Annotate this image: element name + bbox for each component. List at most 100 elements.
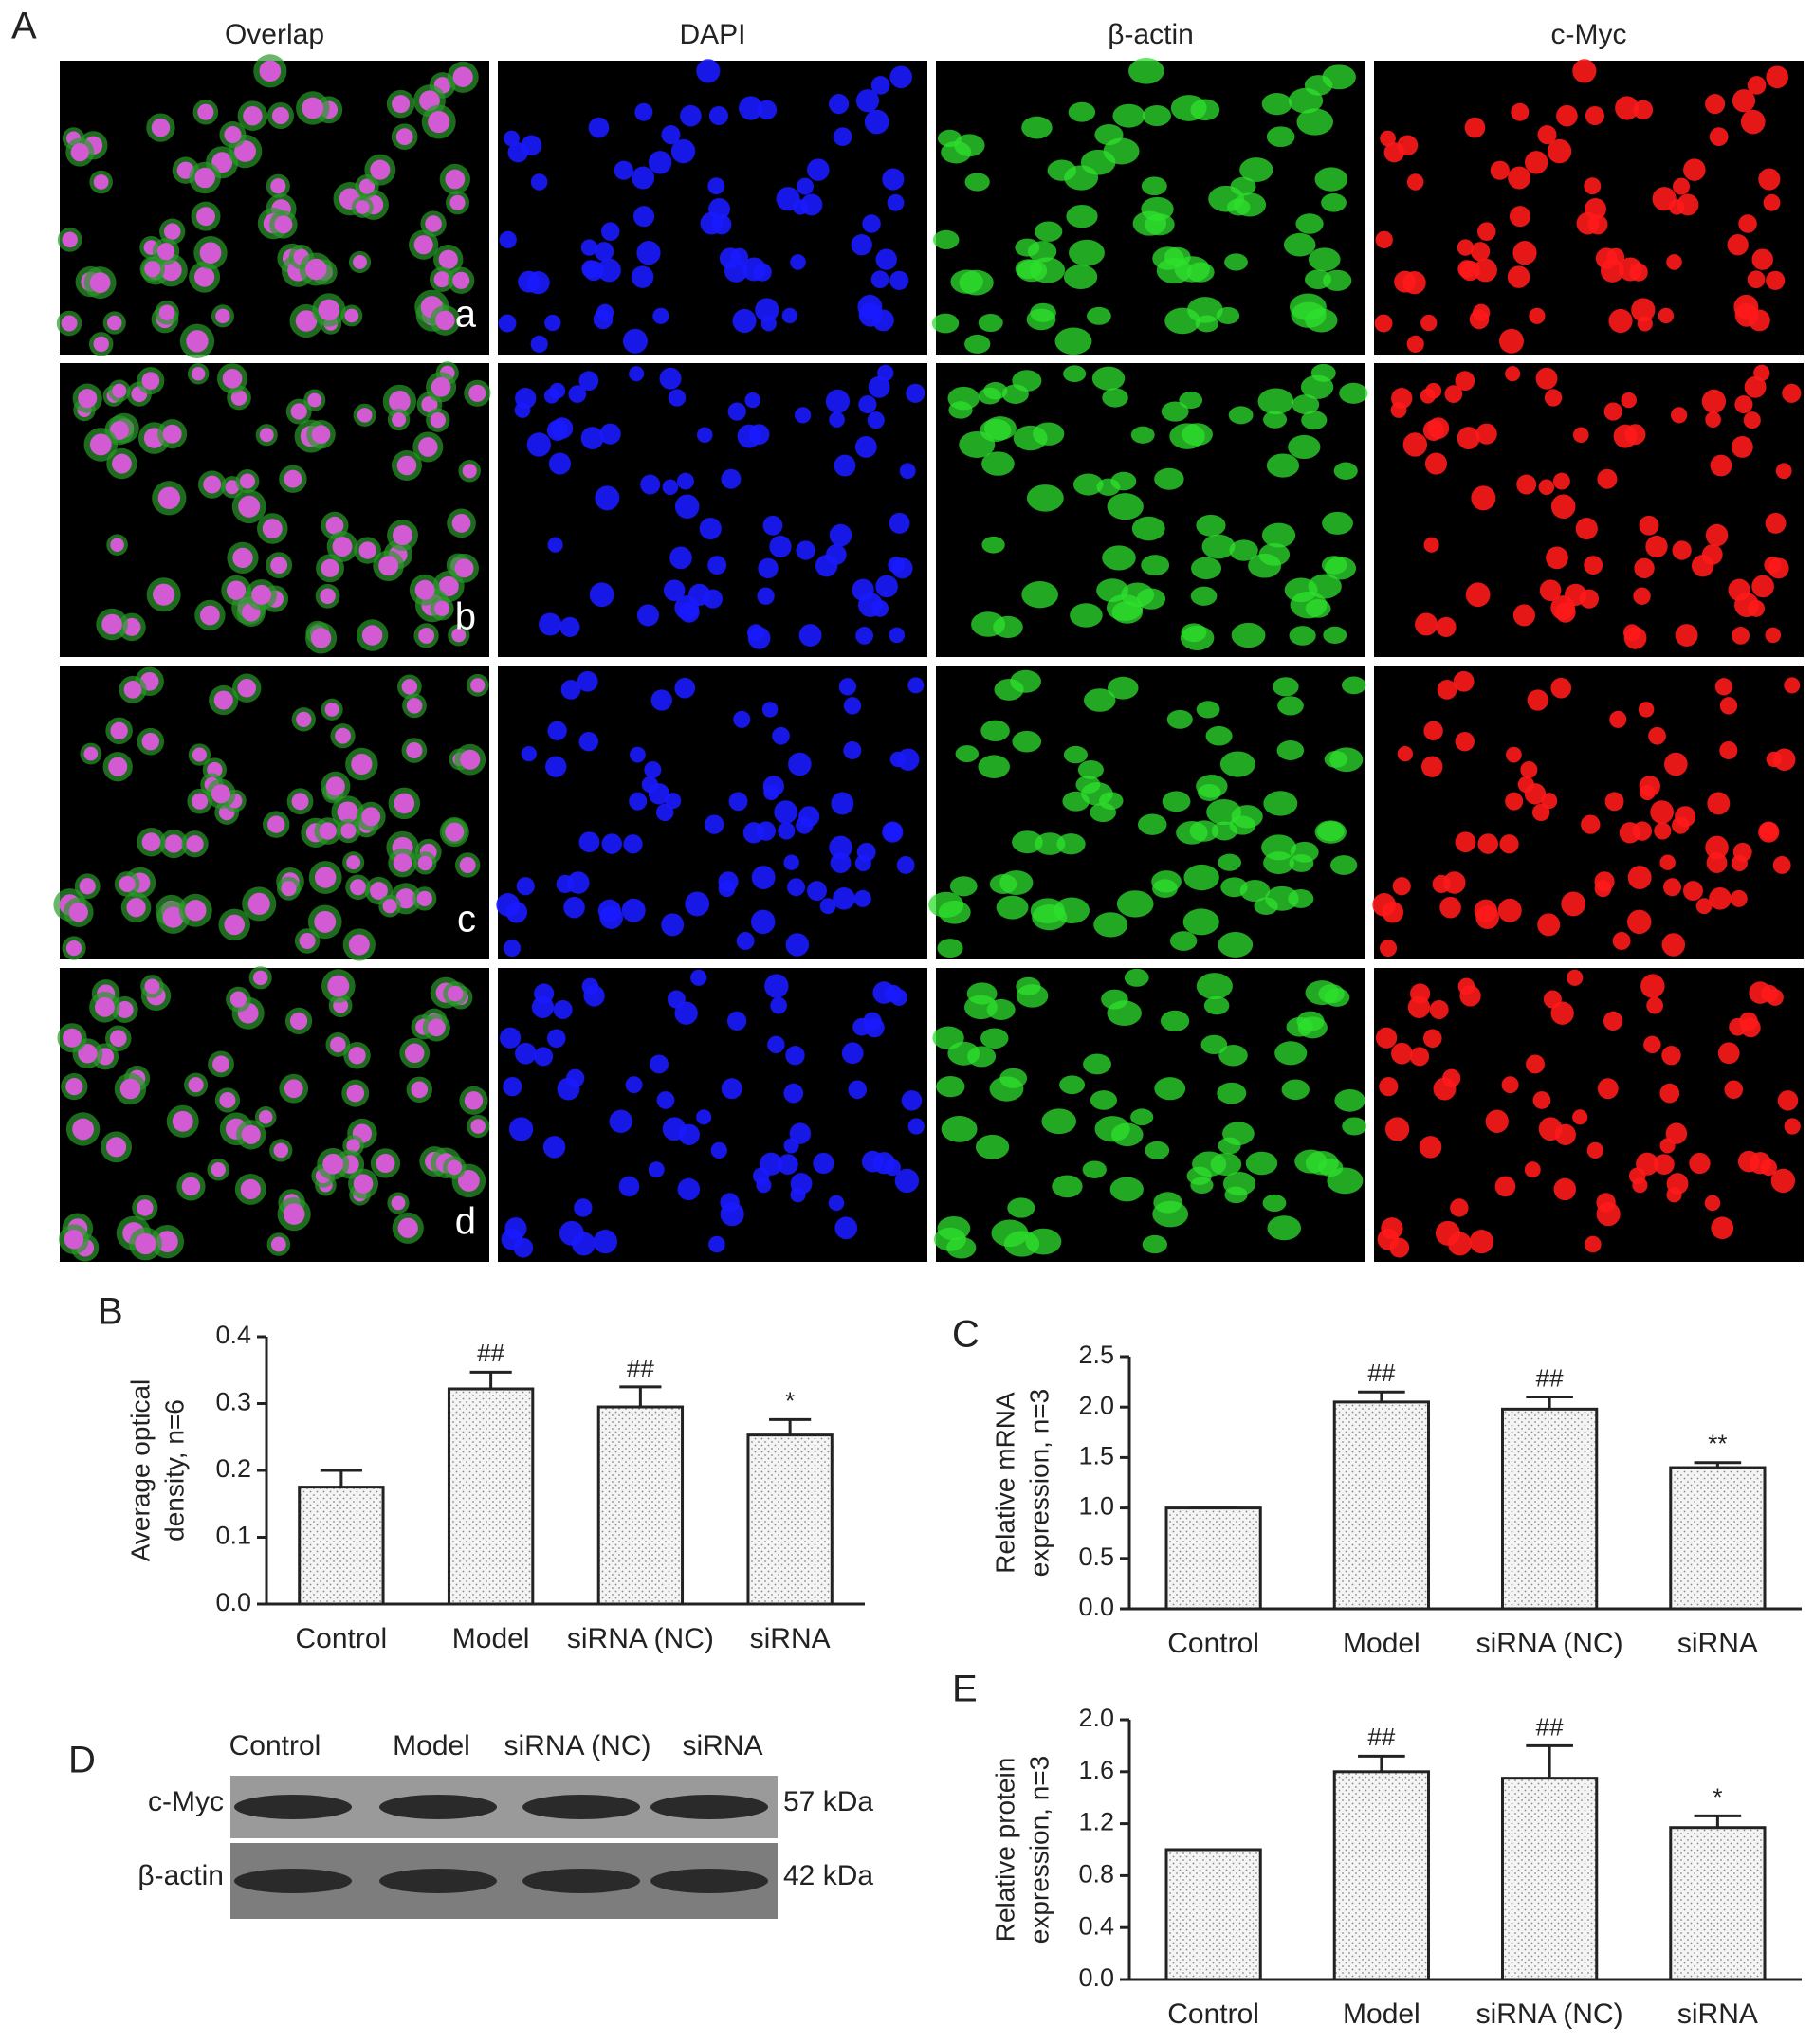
nucleus (707, 556, 727, 575)
cell (1239, 157, 1273, 183)
nucleus (609, 1109, 632, 1133)
nucleus (392, 412, 407, 428)
nucleus (1673, 177, 1691, 195)
cell (1297, 1016, 1328, 1039)
nucleus (1402, 432, 1428, 457)
nucleus (1457, 239, 1475, 256)
cell (1081, 782, 1113, 806)
nucleus (1567, 969, 1584, 986)
nucleus (1596, 1202, 1621, 1227)
cell (975, 1134, 1010, 1159)
nucleus (855, 89, 880, 113)
cell (1131, 516, 1165, 541)
nucleus (829, 835, 852, 860)
cell (1069, 239, 1105, 266)
nucleus (1650, 800, 1674, 824)
nucleus (1627, 909, 1652, 935)
nucleus (1604, 792, 1624, 812)
nucleus (755, 298, 779, 322)
nucleus (690, 969, 707, 986)
nucleus (270, 1236, 286, 1252)
nucleus (696, 59, 721, 83)
nucleus (157, 486, 181, 510)
nucleus (1455, 371, 1475, 391)
nucleus (1654, 822, 1672, 840)
nucleus (1691, 555, 1714, 577)
nucleus (1732, 627, 1750, 645)
nucleus (62, 231, 78, 248)
cell (938, 900, 971, 924)
cell (1226, 198, 1251, 216)
lane-label: Control (229, 1730, 321, 1761)
nucleus (894, 1168, 920, 1194)
nucleus (89, 272, 111, 294)
micrograph (936, 363, 1368, 657)
nucleus (711, 214, 732, 235)
nucleus (413, 235, 433, 255)
nucleus (640, 474, 661, 495)
nucleus (777, 1154, 798, 1176)
nucleus (1433, 1077, 1457, 1101)
nucleus (1758, 168, 1781, 191)
nucleus (1775, 463, 1792, 480)
nucleus (1453, 670, 1475, 692)
cell (1318, 1158, 1344, 1177)
cell (959, 269, 994, 296)
cell (1021, 116, 1053, 139)
nucleus (1490, 160, 1510, 180)
nucleus (200, 605, 220, 626)
nucleus (1465, 582, 1491, 608)
cell (1145, 1141, 1170, 1159)
nucleus (417, 855, 433, 871)
nucleus (1758, 821, 1780, 843)
nucleus (855, 627, 873, 645)
nucleus (774, 800, 797, 824)
nucleus (237, 678, 257, 698)
nucleus (589, 582, 614, 608)
cell (1228, 406, 1254, 425)
nucleus (1760, 984, 1779, 1003)
cell (994, 678, 1024, 701)
cell (1093, 912, 1128, 938)
bar (1164, 1848, 1262, 1981)
nucleus (1675, 806, 1696, 828)
nucleus (1740, 1017, 1761, 1038)
nucleus (192, 793, 209, 810)
nucleus (361, 625, 383, 646)
y-tick-label: 0.4 (215, 1321, 251, 1349)
nucleus (669, 546, 692, 570)
nucleus (1634, 557, 1655, 579)
nucleus (1659, 1083, 1680, 1104)
micrograph (498, 968, 927, 1262)
nucleus (290, 403, 307, 420)
nucleus (327, 975, 350, 997)
nucleus (549, 382, 566, 399)
nucleus (831, 792, 854, 815)
nucleus (1384, 1117, 1410, 1141)
nucleus (1397, 745, 1413, 762)
nucleus (870, 76, 890, 95)
nucleus (252, 970, 268, 986)
nucleus (785, 1046, 805, 1066)
nucleus (593, 1229, 618, 1254)
nucleus (1584, 177, 1602, 195)
cell (1056, 833, 1086, 855)
nucleus (1532, 1091, 1551, 1109)
nucleus (1661, 933, 1686, 957)
nucleus (757, 587, 775, 605)
nucleus (858, 395, 877, 414)
cell (1063, 365, 1087, 383)
nucleus (705, 814, 724, 834)
nucleus (1645, 535, 1668, 558)
nucleus (813, 1152, 834, 1175)
nucleus (634, 102, 653, 121)
nucleus (1719, 740, 1738, 760)
nucleus (578, 371, 599, 391)
nucleus (662, 479, 679, 496)
nucleus (181, 1177, 201, 1196)
nucleus (353, 1174, 374, 1194)
nucleus (790, 254, 806, 270)
nucleus (393, 853, 412, 872)
nucleus (335, 727, 351, 744)
nucleus (1748, 599, 1766, 617)
